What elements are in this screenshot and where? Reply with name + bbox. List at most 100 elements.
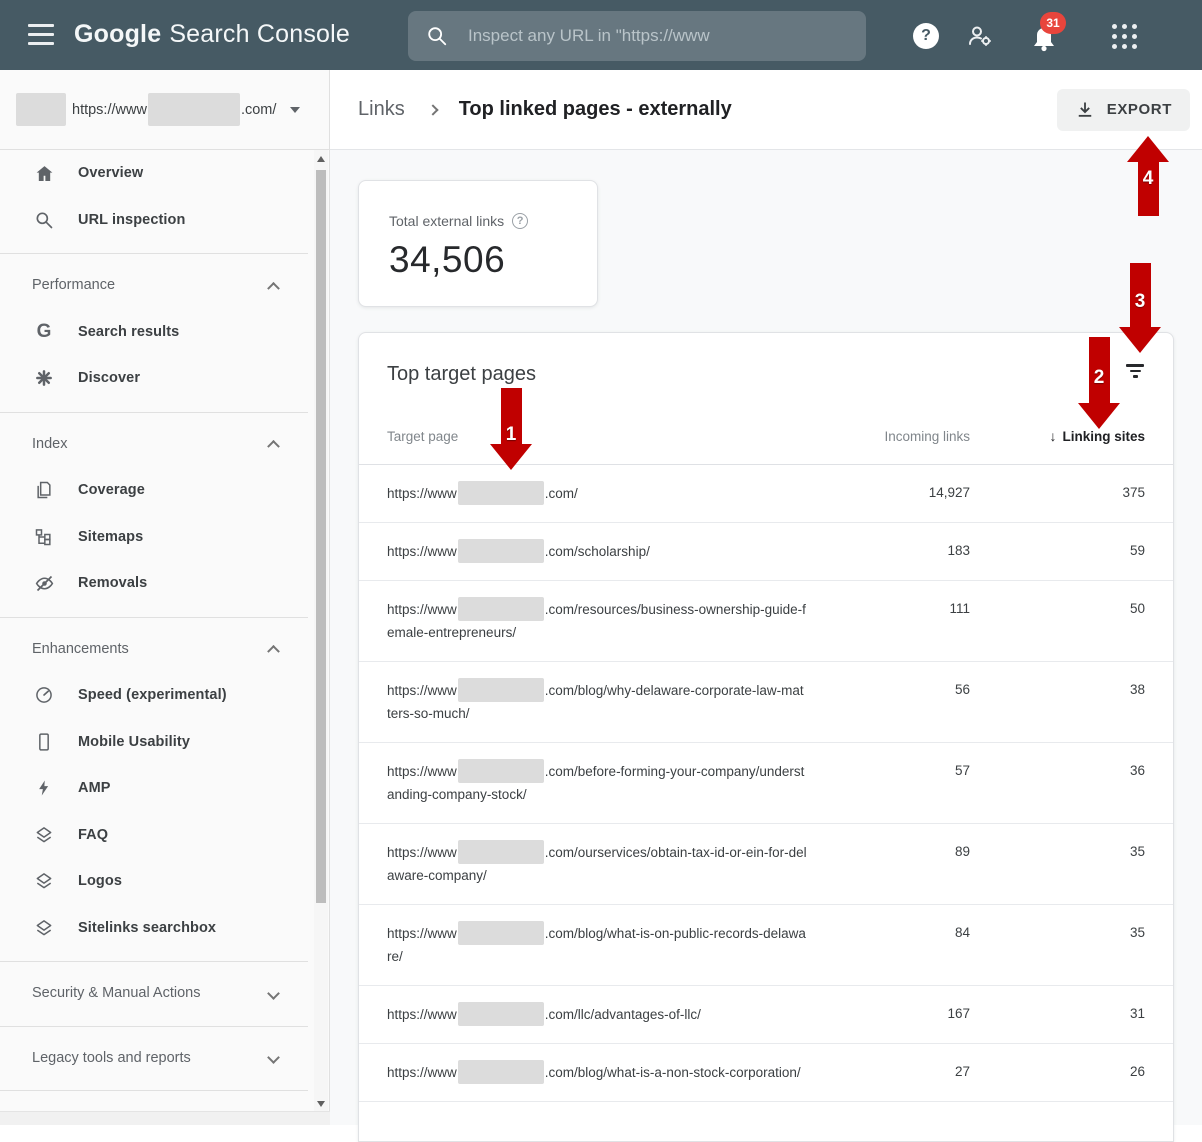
- scrollbar-thumb[interactable]: [316, 170, 326, 903]
- sidebar-divider: [0, 1090, 308, 1091]
- property-url-suffix: .com/: [240, 101, 277, 118]
- target-page-url[interactable]: https://www .com/scholarship/: [387, 539, 807, 563]
- target-page-url[interactable]: https://www .com/blog/why-delaware-corpor…: [387, 678, 807, 725]
- redacted-domain: [457, 921, 544, 945]
- sidebar-item-search-results[interactable]: G Search results: [0, 309, 308, 356]
- sidebar-item-removals[interactable]: Removals: [0, 560, 308, 607]
- sidebar-divider: [0, 961, 308, 962]
- column-target-page[interactable]: Target page: [387, 429, 459, 444]
- redacted-domain: [147, 93, 240, 126]
- chevron-up-icon: [267, 281, 280, 295]
- target-page-url[interactable]: https://www .com/ourservices/obtain-tax-i…: [387, 840, 807, 887]
- sidebar-item-logos[interactable]: Logos: [0, 858, 308, 905]
- table-row[interactable]: https://www .com/scholarship/ 183 59: [359, 523, 1173, 581]
- main-content: Links Top linked pages - externally EXPO…: [330, 70, 1202, 1142]
- export-button[interactable]: EXPORT: [1056, 88, 1190, 131]
- sidebar-section-security[interactable]: Security & Manual Actions: [0, 970, 308, 1017]
- scroll-down-icon[interactable]: [317, 1101, 325, 1107]
- apps-grid-button[interactable]: [1110, 22, 1138, 50]
- sidebar-section-legacy[interactable]: Legacy tools and reports: [0, 1035, 308, 1082]
- sidebar-item-discover[interactable]: Discover: [0, 355, 308, 402]
- redacted-domain: [457, 840, 544, 864]
- target-page-url[interactable]: https://www .com/blog/what-is-on-public-r…: [387, 921, 807, 968]
- menu-icon[interactable]: [28, 24, 54, 45]
- incoming-links-value: 57: [954, 763, 970, 778]
- annotation-arrow-4: 4: [1127, 136, 1169, 216]
- table-row[interactable]: https://www .com/ 14,927 375: [359, 465, 1173, 523]
- target-page-url[interactable]: https://www .com/resources/business-owner…: [387, 597, 807, 644]
- incoming-links-value: 167: [947, 1006, 970, 1021]
- target-page-url[interactable]: https://www .com/: [387, 481, 807, 505]
- incoming-links-value: 89: [954, 844, 970, 859]
- target-page-url[interactable]: https://www .com/before-forming-your-comp…: [387, 759, 807, 806]
- notifications-button[interactable]: 31: [1022, 12, 1066, 60]
- scroll-up-icon[interactable]: [317, 156, 325, 162]
- app-logo: Google Search Console: [74, 20, 350, 49]
- help-button[interactable]: ?: [912, 22, 940, 50]
- sidebar-item-faq[interactable]: FAQ: [0, 812, 308, 859]
- linking-sites-value: 38: [1129, 682, 1145, 697]
- table-row[interactable]: https://www .com/before-forming-your-comp…: [359, 743, 1173, 824]
- layers-icon: [32, 916, 56, 940]
- sidebar-section-performance[interactable]: Performance: [0, 262, 308, 309]
- sidebar-item-speed[interactable]: Speed (experimental): [0, 672, 308, 719]
- horizontal-scrollbar[interactable]: [0, 1111, 330, 1125]
- sidebar-nav: Overview URL inspection Performance G Se…: [0, 150, 308, 1091]
- table-row[interactable]: https://www .com/blog/what-is-on-public-r…: [359, 905, 1173, 986]
- linking-sites-value: 35: [1129, 844, 1145, 859]
- speedometer-icon: [32, 683, 56, 707]
- table-title: Top target pages: [387, 363, 536, 385]
- incoming-links-value: 84: [954, 925, 970, 940]
- table-row[interactable]: https://www .com/resources/business-owner…: [359, 581, 1173, 662]
- export-label: EXPORT: [1106, 101, 1172, 118]
- chevron-up-icon: [267, 440, 280, 453]
- linking-sites-value: 35: [1129, 925, 1145, 940]
- sidebar-item-amp[interactable]: AMP: [0, 765, 308, 812]
- linking-sites-value: 36: [1129, 763, 1145, 778]
- sidebar-item-coverage[interactable]: Coverage: [0, 467, 308, 514]
- incoming-links-value: 14,927: [928, 485, 970, 500]
- sidebar-divider: [0, 253, 308, 254]
- chevron-right-icon: [427, 103, 439, 116]
- target-page-url[interactable]: https://www .com/blog/what-is-a-non-stock…: [387, 1060, 807, 1084]
- table-row[interactable]: https://www .com/blog/why-delaware-corpor…: [359, 662, 1173, 743]
- redacted-property-icon: [16, 93, 66, 126]
- sidebar-item-overview[interactable]: Overview: [0, 150, 308, 197]
- sidebar-section-index[interactable]: Index: [0, 421, 308, 468]
- sidebar-scrollbar[interactable]: [314, 150, 328, 1111]
- notification-badge: 31: [1040, 12, 1066, 34]
- chevron-down-icon: [267, 1051, 280, 1065]
- annotation-number-4: 4: [1142, 168, 1154, 189]
- table-row[interactable]: https://www .com/ourservices/obtain-tax-i…: [359, 824, 1173, 905]
- sidebar-item-mobile-usability[interactable]: Mobile Usability: [0, 719, 308, 766]
- incoming-links-value: 27: [954, 1064, 970, 1079]
- coverage-pages-icon: [32, 478, 56, 502]
- sidebar-section-enhancements[interactable]: Enhancements: [0, 626, 308, 673]
- sidebar-divider: [0, 616, 308, 618]
- logo-search-console: Search Console: [169, 20, 350, 48]
- property-selector[interactable]: https://www .com/: [0, 70, 329, 150]
- table-row[interactable]: https://www .com/blog/what-is-a-non-stock…: [359, 1044, 1173, 1102]
- sidebar-item-url-inspection[interactable]: URL inspection: [0, 197, 308, 244]
- sidebar-item-sitelinks-searchbox[interactable]: Sitelinks searchbox: [0, 905, 308, 952]
- redacted-domain: [457, 1060, 544, 1084]
- sort-descending-icon: ↓: [1049, 428, 1057, 444]
- sidebar-item-sitemaps[interactable]: Sitemaps: [0, 514, 308, 561]
- help-icon[interactable]: ?: [512, 213, 529, 229]
- column-incoming-links[interactable]: Incoming links: [884, 429, 970, 444]
- url-inspection-search[interactable]: Inspect any URL in "https://www: [408, 11, 866, 61]
- annotation-arrow-1: 1: [490, 388, 532, 470]
- home-icon: [32, 161, 56, 185]
- annotation-number-1: 1: [505, 424, 517, 445]
- filter-icon[interactable]: [1123, 359, 1147, 383]
- incoming-links-value: 183: [947, 543, 970, 558]
- user-settings-button[interactable]: [966, 22, 994, 50]
- table-row[interactable]: https://www .com/llc/advantages-of-llc/ 1…: [359, 986, 1173, 1044]
- target-page-url[interactable]: https://www .com/llc/advantages-of-llc/: [387, 1002, 807, 1026]
- column-linking-sites[interactable]: ↓ Linking sites: [1049, 428, 1145, 444]
- chevron-down-icon: [267, 986, 280, 1000]
- breadcrumb-links[interactable]: Links: [358, 98, 405, 120]
- smartphone-icon: [32, 730, 56, 754]
- sitemap-tree-icon: [32, 525, 56, 549]
- redacted-domain: [457, 481, 544, 505]
